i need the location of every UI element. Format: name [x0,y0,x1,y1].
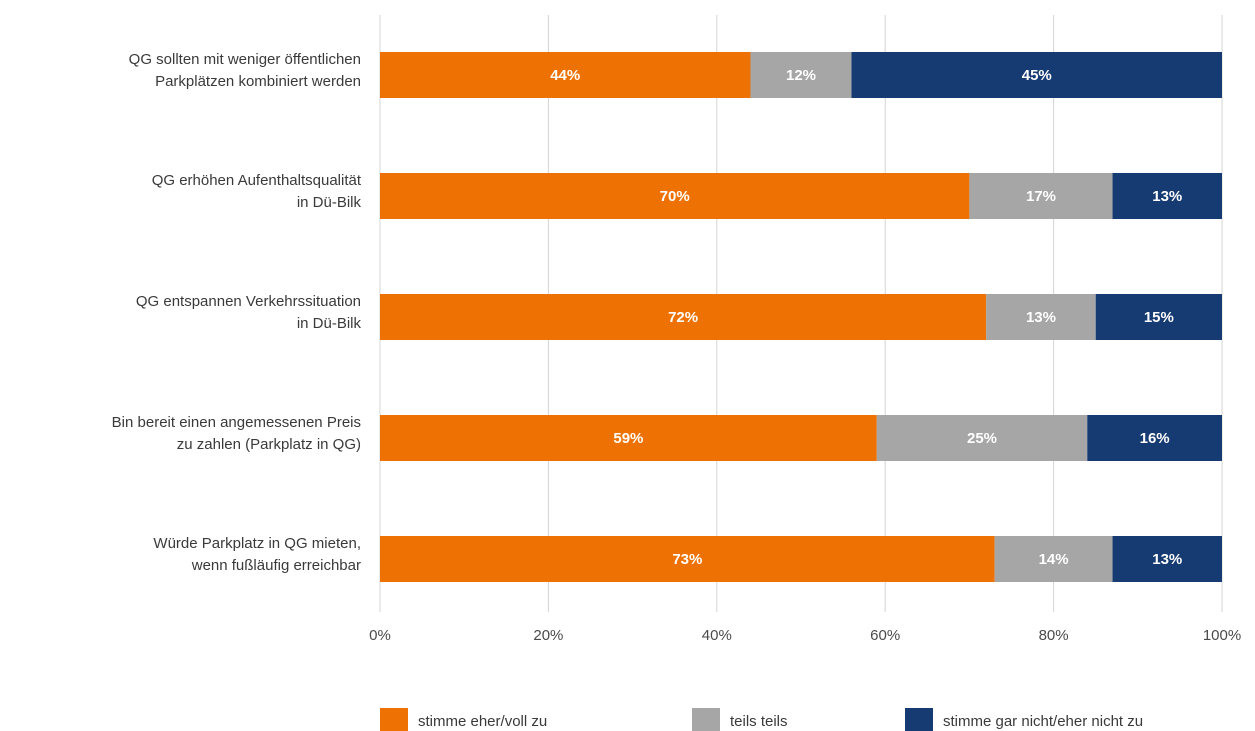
legend-swatch [692,708,720,731]
bar-segment [380,415,877,461]
x-tick-label: 0% [369,627,391,644]
category-label: wenn fußläufig erreichbar [191,557,361,574]
bar-value-label: 16% [1140,430,1170,447]
bar-segment [380,536,995,582]
bars: 44% 12% 45% 70% 17% 13% 72% 13% 15% 59% 25% 16% 73% 1… [380,52,1222,582]
bar-value-label: 59% [613,430,643,447]
bar-value-label: 25% [967,430,997,447]
category-label: in Dü-Bilk [297,194,362,211]
bar-value-label: 13% [1152,551,1182,568]
category-label: Bin bereit einen angemessenen Preis [112,414,361,431]
bar-value-label: 17% [1026,188,1056,205]
category-label: Parkplätzen kombiniert werden [155,73,361,90]
category-labels: QG sollten mit weniger öffentlichen Parkp… [112,51,362,574]
bar-segment [876,415,1088,461]
bar-value-label: 44% [550,67,580,84]
bar-value-label: 14% [1039,551,1069,568]
bar-value-label: 13% [1152,188,1182,205]
x-tick-label: 60% [870,627,900,644]
bar-value-label: 73% [672,551,702,568]
bar-value-label: 70% [660,188,690,205]
bar-value-label: 12% [786,67,816,84]
legend-swatch [380,708,408,731]
x-axis-ticks: 0% 20% 40% 60% 80% 100% [369,627,1241,644]
bar-segment [1087,415,1222,461]
legend: stimme eher/voll zu teils teils stimme gar… [380,708,1143,731]
legend-label: stimme eher/voll zu [418,713,547,730]
legend-label: stimme gar nicht/eher nicht zu [943,713,1143,730]
bar-value-label: 15% [1144,309,1174,326]
category-label: QG erhöhen Aufenthaltsqualität [152,172,362,189]
bar-segment [380,294,987,340]
bar-segment [750,52,852,98]
x-tick-label: 40% [702,627,732,644]
bar-segment [380,52,751,98]
bar-value-label: 72% [668,309,698,326]
category-label: zu zahlen (Parkplatz in QG) [177,436,361,453]
x-tick-label: 20% [533,627,563,644]
legend-swatch [905,708,933,731]
bar-segment [1095,294,1222,340]
bar-value-label: 45% [1022,67,1052,84]
legend-label: teils teils [730,713,788,730]
category-label: QG sollten mit weniger öffentlichen [129,51,361,68]
category-label: Würde Parkplatz in QG mieten, [153,535,361,552]
category-label: QG entspannen Verkehrssituation [136,293,361,310]
bar-segment [851,52,1222,98]
x-tick-label: 100% [1203,627,1241,644]
bar-segment [969,173,1113,219]
category-label: in Dü-Bilk [297,315,362,332]
bar-value-label: 13% [1026,309,1056,326]
bar-segment [380,173,970,219]
bar-segment [986,294,1096,340]
x-tick-label: 80% [1039,627,1069,644]
bar-segment [1112,173,1222,219]
bar-segment [994,536,1113,582]
bar-segment [1112,536,1222,582]
